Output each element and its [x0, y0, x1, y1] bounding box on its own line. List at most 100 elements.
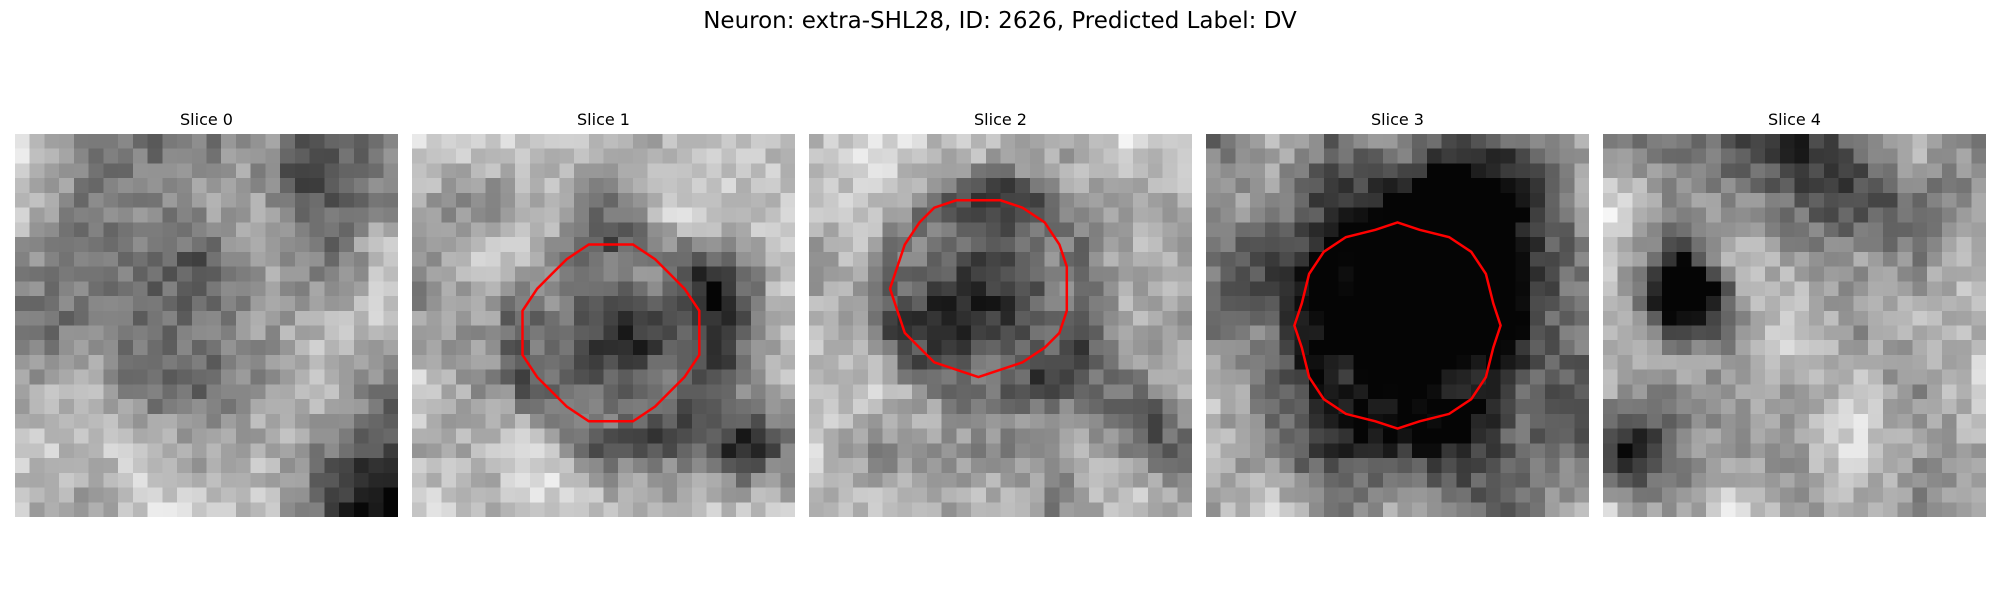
image-pixel: [1559, 222, 1575, 238]
image-pixel: [1823, 192, 1840, 209]
image-pixel: [1956, 399, 1972, 415]
image-pixel: [177, 237, 193, 253]
image-pixel: [1559, 163, 1575, 179]
image-pixel: [412, 443, 428, 459]
image-pixel: [574, 296, 590, 312]
image-pixel: [1603, 134, 1619, 150]
image-pixel: [691, 134, 708, 150]
image-pixel: [1162, 222, 1178, 238]
image-pixel: [721, 207, 737, 223]
image-pixel: [1412, 354, 1428, 371]
image-pixel: [500, 502, 516, 517]
image-pixel: [1000, 443, 1016, 459]
image-pixel: [162, 369, 178, 386]
image-pixel: [632, 487, 649, 503]
image-pixel: [1544, 399, 1561, 415]
image-pixel: [1220, 399, 1237, 415]
image-pixel: [632, 428, 649, 444]
image-pixel: [294, 148, 311, 165]
image-pixel: [750, 384, 767, 400]
image-pixel: [1441, 384, 1458, 400]
image-pixel: [1029, 443, 1046, 459]
image-pixel: [1044, 266, 1061, 282]
image-pixel: [59, 458, 75, 474]
image-pixel: [1956, 325, 1972, 341]
image-pixel: [485, 502, 501, 517]
image-pixel: [470, 207, 487, 223]
image-pixel: [677, 502, 693, 517]
image-pixel: [1647, 163, 1663, 179]
image-pixel: [823, 134, 840, 150]
image-pixel: [221, 310, 237, 327]
image-pixel: [1971, 413, 1986, 430]
image-pixel: [1059, 413, 1075, 430]
image-pixel: [882, 207, 898, 223]
image-pixel: [1044, 428, 1061, 444]
image-pixel: [191, 325, 208, 341]
image-pixel: [647, 472, 664, 489]
image-pixel: [1706, 340, 1722, 356]
image-pixel: [662, 340, 678, 356]
image-pixel: [1647, 384, 1663, 400]
image-pixel: [1338, 310, 1354, 327]
image-pixel: [1133, 413, 1149, 430]
image-pixel: [339, 178, 355, 194]
image-pixel: [1177, 443, 1192, 459]
image-pixel: [1264, 399, 1281, 415]
image-pixel: [15, 487, 31, 503]
image-pixel: [559, 325, 575, 341]
image-pixel: [456, 192, 472, 209]
image-pixel: [721, 251, 737, 268]
image-pixel: [147, 369, 163, 386]
image-pixel: [73, 325, 90, 341]
image-pixel: [1559, 266, 1575, 282]
image-pixel: [1779, 354, 1796, 371]
image-pixel: [897, 399, 913, 415]
image-pixel: [1809, 443, 1825, 459]
image-pixel: [691, 413, 708, 430]
image-pixel: [309, 502, 325, 517]
image-pixel: [1735, 325, 1751, 341]
image-pixel: [1971, 266, 1986, 282]
image-pixel: [912, 428, 928, 444]
image-pixel: [368, 325, 384, 341]
image-pixel: [780, 399, 795, 415]
image-pixel: [780, 354, 795, 371]
image-pixel: [485, 163, 501, 179]
image-pixel: [353, 163, 370, 179]
image-pixel: [765, 134, 781, 150]
image-pixel: [780, 458, 795, 474]
image-pixel: [1309, 222, 1325, 238]
image-pixel: [1397, 310, 1413, 327]
image-pixel: [426, 354, 443, 371]
image-pixel: [177, 399, 193, 415]
image-pixel: [632, 399, 649, 415]
image-pixel: [1441, 296, 1458, 312]
image-pixel: [1074, 296, 1090, 312]
image-pixel: [1530, 369, 1546, 386]
image-pixel: [118, 340, 134, 356]
image-pixel: [1823, 443, 1840, 459]
image-pixel: [353, 354, 370, 371]
image-pixel: [1220, 192, 1237, 209]
image-pixel: [1838, 354, 1855, 371]
image-pixel: [235, 428, 252, 444]
image-pixel: [1765, 340, 1781, 356]
image-pixel: [956, 266, 972, 282]
image-pixel: [515, 399, 531, 415]
image-pixel: [1956, 369, 1972, 386]
image-pixel: [1765, 178, 1781, 194]
image-pixel: [1397, 281, 1413, 297]
image-pixel: [1603, 251, 1619, 268]
image-pixel: [426, 134, 443, 150]
image-pixel: [1235, 458, 1251, 474]
image-pixel: [1309, 413, 1325, 430]
image-pixel: [912, 163, 928, 179]
image-pixel: [500, 207, 516, 223]
image-pixel: [574, 502, 590, 517]
image-pixel: [1838, 443, 1855, 459]
image-pixel: [971, 266, 987, 282]
image-pixel: [1927, 502, 1943, 517]
image-pixel: [1530, 502, 1546, 517]
image-pixel: [912, 472, 928, 489]
